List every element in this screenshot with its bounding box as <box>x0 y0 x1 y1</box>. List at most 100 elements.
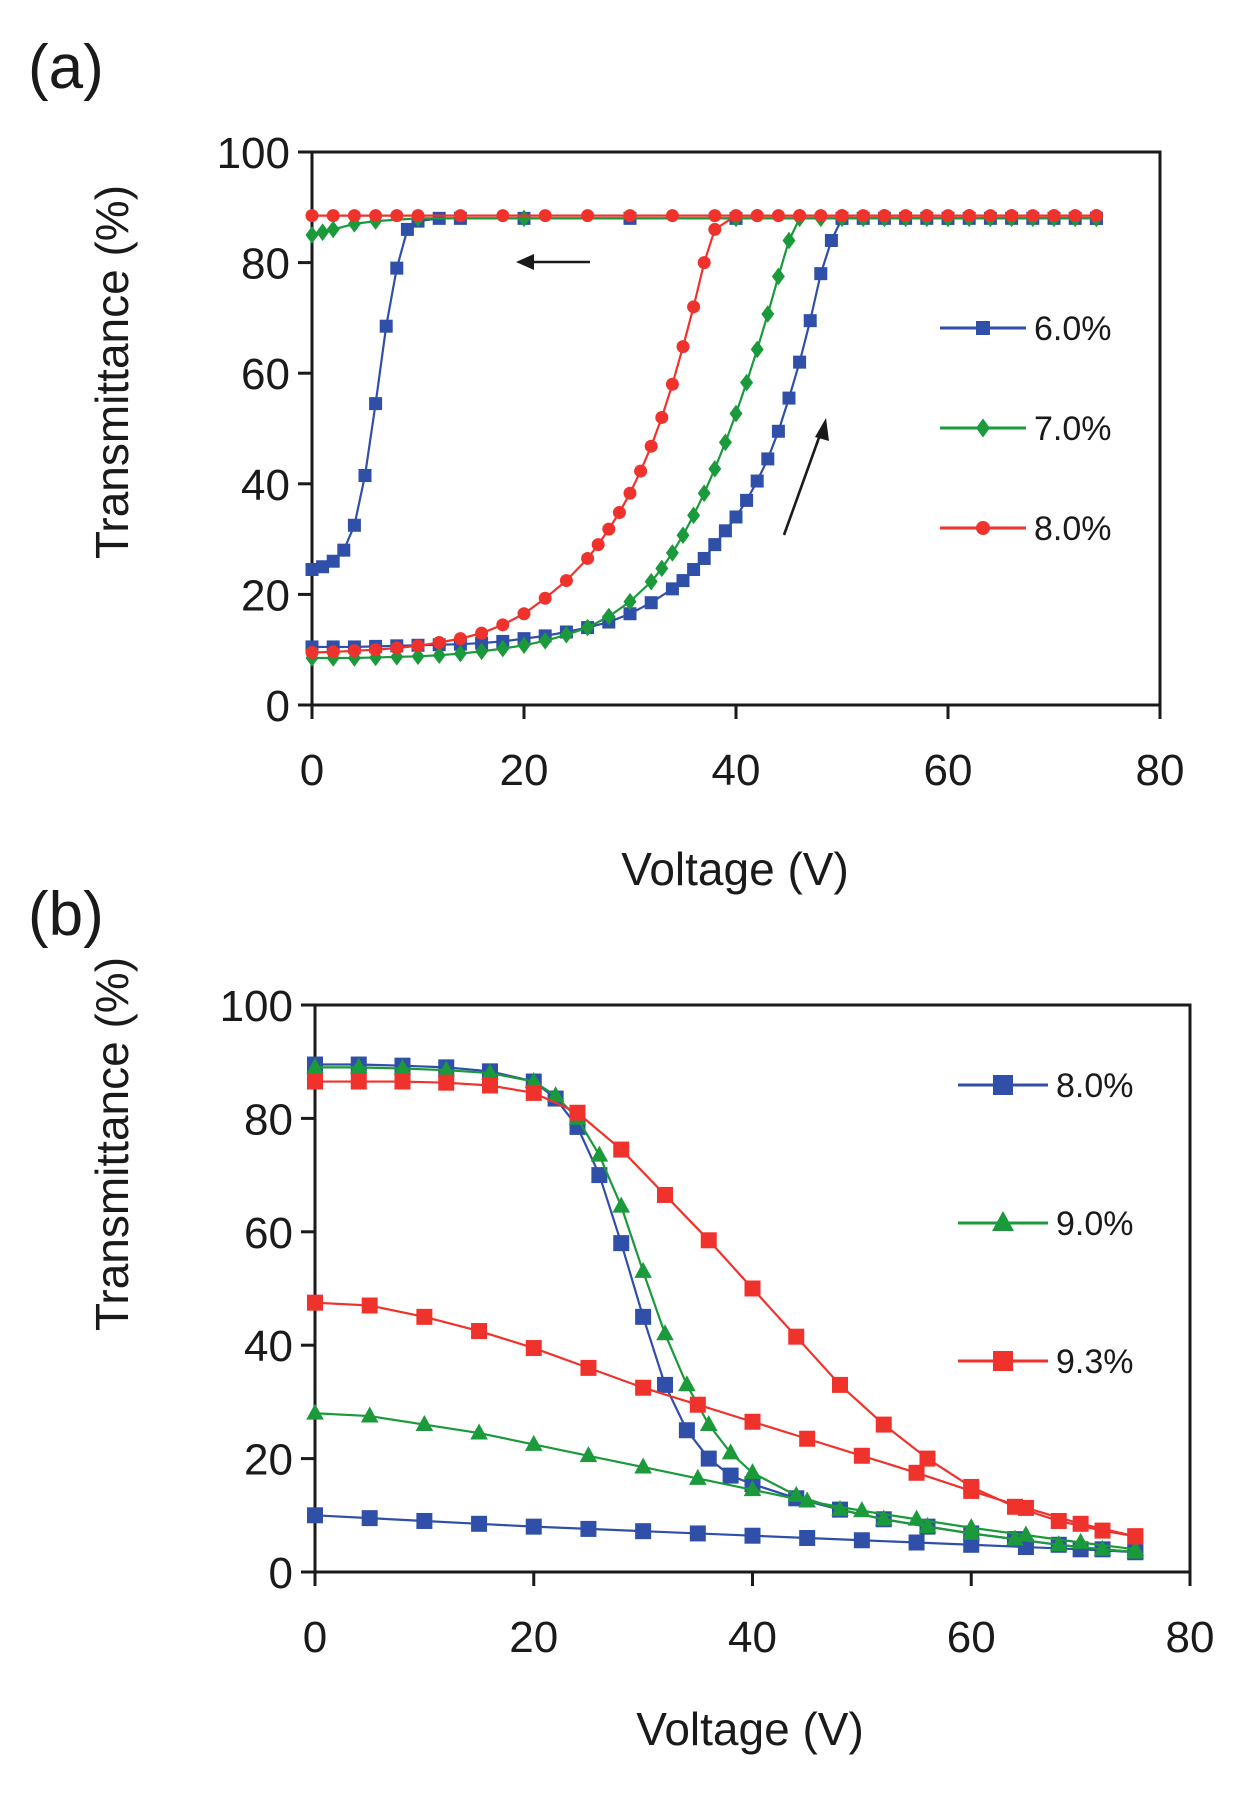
data-point <box>718 524 732 538</box>
data-point <box>729 404 743 423</box>
data-point <box>305 645 319 659</box>
data-point <box>623 209 637 223</box>
x-tick-label: 0 <box>303 1613 327 1662</box>
data-point <box>613 1235 630 1252</box>
data-point <box>612 506 626 520</box>
panel-a-ylabel: Transmittance (%) <box>86 185 138 559</box>
data-point <box>559 574 573 588</box>
data-point <box>657 1376 673 1393</box>
data-point <box>644 572 658 591</box>
data-point <box>307 1073 323 1090</box>
data-point <box>438 1074 455 1091</box>
data-point <box>369 397 383 411</box>
data-point <box>656 1324 674 1341</box>
data-point <box>1089 209 1103 223</box>
data-point <box>963 1536 980 1553</box>
data-point <box>799 1529 816 1546</box>
data-point <box>602 522 616 536</box>
data-point <box>907 1509 926 1526</box>
data-point <box>307 1507 323 1524</box>
data-point <box>349 1057 368 1074</box>
data-point <box>316 223 330 241</box>
data-point <box>665 544 679 562</box>
data-point <box>877 209 891 223</box>
data-point <box>832 1376 848 1393</box>
data-point <box>590 1145 609 1162</box>
data-point <box>347 518 361 532</box>
data-point <box>722 1467 739 1484</box>
data-point <box>525 1084 542 1101</box>
data-point <box>782 231 796 250</box>
data-point <box>623 486 637 500</box>
legend-marker <box>993 1351 1013 1371</box>
data-point <box>1017 1525 1035 1542</box>
panel-b-label: (b) <box>28 880 104 949</box>
panel-b-legend: 8.0% 9.0% 9.3% <box>958 1067 1134 1381</box>
panel-a-label: (a) <box>28 33 104 102</box>
up-arrow-head <box>815 418 829 441</box>
data-point <box>744 1280 761 1297</box>
data-point <box>743 1480 762 1497</box>
data-point <box>496 639 510 658</box>
data-point <box>634 464 648 478</box>
x-tick-label: 20 <box>500 746 549 795</box>
data-point <box>718 433 732 452</box>
data-point <box>635 1379 652 1396</box>
data-point <box>853 1501 871 1518</box>
legend-label: 9.3% <box>1056 1343 1134 1381</box>
data-point <box>908 1534 925 1551</box>
data-point <box>517 209 531 228</box>
legend-item: 7.0% <box>940 410 1112 448</box>
data-point <box>676 574 690 588</box>
data-point <box>744 1413 761 1430</box>
data-point <box>831 1500 849 1517</box>
data-point <box>482 1077 498 1094</box>
data-point <box>475 642 489 661</box>
y-tick-label: 60 <box>244 1209 293 1258</box>
data-point <box>525 1340 542 1357</box>
x-tick-label: 20 <box>509 1613 558 1662</box>
data-point <box>306 1057 324 1074</box>
data-point <box>689 1525 706 1542</box>
data-point <box>918 1517 937 1534</box>
data-point <box>771 424 785 438</box>
legend-marker <box>976 521 990 535</box>
data-point <box>415 1414 434 1431</box>
legend-item: 9.0% <box>958 1205 1134 1243</box>
data-point <box>919 1450 936 1467</box>
series-8-0-decreasing- <box>305 209 1103 223</box>
data-point <box>875 1416 892 1433</box>
panel-a-xlabel: Voltage (V) <box>621 843 849 895</box>
legend-marker <box>976 418 990 438</box>
data-point <box>644 596 658 610</box>
data-point <box>1126 1539 1145 1556</box>
data-point <box>744 1527 761 1544</box>
data-point <box>697 484 711 502</box>
data-point <box>644 439 658 453</box>
legend-item: 6.0% <box>940 310 1112 348</box>
data-point <box>689 1396 706 1413</box>
data-point <box>481 1063 499 1080</box>
data-point <box>580 1520 597 1537</box>
data-point <box>729 510 743 524</box>
data-point <box>411 647 425 666</box>
y-tick-label: 60 <box>241 350 290 399</box>
data-point <box>347 644 361 658</box>
data-point <box>665 377 679 391</box>
data-point <box>517 636 531 655</box>
data-point <box>305 226 319 244</box>
data-point <box>390 641 404 655</box>
x-tick-label: 80 <box>1166 1613 1215 1662</box>
data-point <box>874 1509 893 1526</box>
panel-a-annotation-arrows <box>516 254 829 536</box>
data-point <box>1017 1499 1034 1516</box>
y-tick-label: 80 <box>244 1095 293 1144</box>
data-point <box>853 1447 870 1464</box>
x-tick-label: 40 <box>712 746 761 795</box>
data-point <box>655 410 669 424</box>
data-point <box>721 1443 740 1460</box>
panel-b-ylabel: Transmittance (%) <box>86 957 138 1331</box>
data-point <box>369 209 383 223</box>
data-point <box>697 256 711 270</box>
